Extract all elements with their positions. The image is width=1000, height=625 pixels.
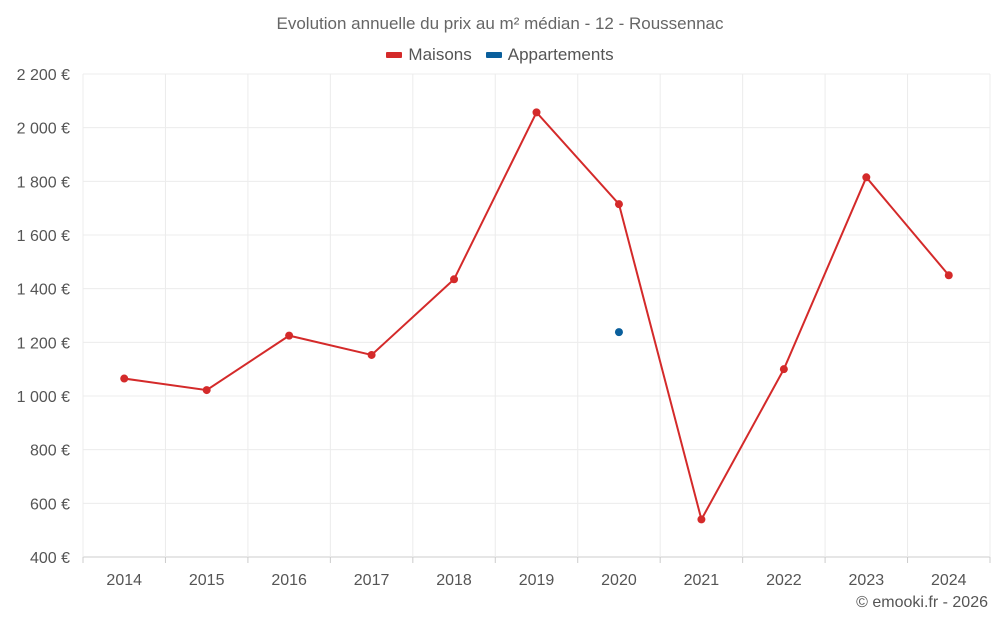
x-tick-label: 2016 bbox=[271, 572, 307, 589]
legend-label-maisons: Maisons bbox=[408, 45, 472, 64]
y-tick-label: 800 € bbox=[30, 443, 70, 460]
data-point-maisons bbox=[450, 275, 459, 284]
x-tick-label: 2021 bbox=[684, 572, 720, 589]
y-tick-label: 1 600 € bbox=[17, 228, 70, 245]
x-tick-label: 2017 bbox=[354, 572, 390, 589]
x-tick-label: 2022 bbox=[766, 572, 802, 589]
y-tick-label: 1 400 € bbox=[17, 282, 70, 299]
data-point-maisons bbox=[367, 350, 376, 359]
x-tick-label: 2014 bbox=[106, 572, 142, 589]
legend-label-appartements: Appartements bbox=[507, 45, 614, 64]
data-point-maisons bbox=[614, 200, 623, 209]
data-point-maisons bbox=[532, 108, 541, 117]
y-tick-label: 1 200 € bbox=[17, 335, 70, 352]
legend-item-maisons[interactable]: Maisons bbox=[386, 45, 472, 65]
y-tick-label: 600 € bbox=[30, 496, 70, 513]
data-point-maisons bbox=[697, 515, 706, 524]
x-tick-label: 2024 bbox=[931, 572, 967, 589]
data-point-maisons bbox=[285, 331, 294, 340]
legend-swatch-maisons bbox=[386, 52, 403, 58]
data-point-maisons bbox=[862, 173, 871, 182]
legend: Maisons Appartements bbox=[0, 45, 1000, 65]
data-point-maisons bbox=[202, 386, 211, 395]
data-point-maisons bbox=[120, 374, 129, 383]
data-point-maisons bbox=[944, 271, 953, 280]
x-tick-label: 2018 bbox=[436, 572, 472, 589]
x-tick-label: 2015 bbox=[189, 572, 225, 589]
y-tick-label: 2 200 € bbox=[17, 67, 70, 84]
x-tick-label: 2019 bbox=[519, 572, 555, 589]
credit: © emooki.fr - 2026 bbox=[856, 594, 988, 611]
y-tick-label: 1 000 € bbox=[17, 389, 70, 406]
legend-item-appartements[interactable]: Appartements bbox=[485, 45, 614, 65]
y-tick-label: 400 € bbox=[30, 550, 70, 567]
data-point-appartements bbox=[614, 328, 623, 337]
x-tick-label: 2023 bbox=[849, 572, 885, 589]
legend-swatch-appartements bbox=[485, 52, 502, 58]
data-point-maisons bbox=[779, 365, 788, 374]
x-tick-label: 2020 bbox=[601, 572, 637, 589]
y-tick-label: 1 800 € bbox=[17, 174, 70, 191]
chart-title: Evolution annuelle du prix au m² médian … bbox=[276, 14, 724, 33]
y-tick-label: 2 000 € bbox=[17, 121, 70, 138]
